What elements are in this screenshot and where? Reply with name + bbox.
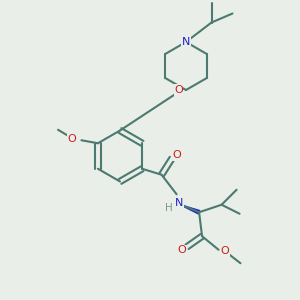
- Text: O: O: [221, 246, 230, 256]
- Text: N: N: [175, 198, 183, 208]
- Polygon shape: [180, 205, 200, 214]
- Text: O: O: [177, 245, 186, 255]
- Text: O: O: [172, 150, 181, 160]
- Text: H: H: [165, 203, 173, 213]
- Text: O: O: [174, 85, 183, 95]
- Text: O: O: [68, 134, 76, 144]
- Text: N: N: [182, 37, 190, 47]
